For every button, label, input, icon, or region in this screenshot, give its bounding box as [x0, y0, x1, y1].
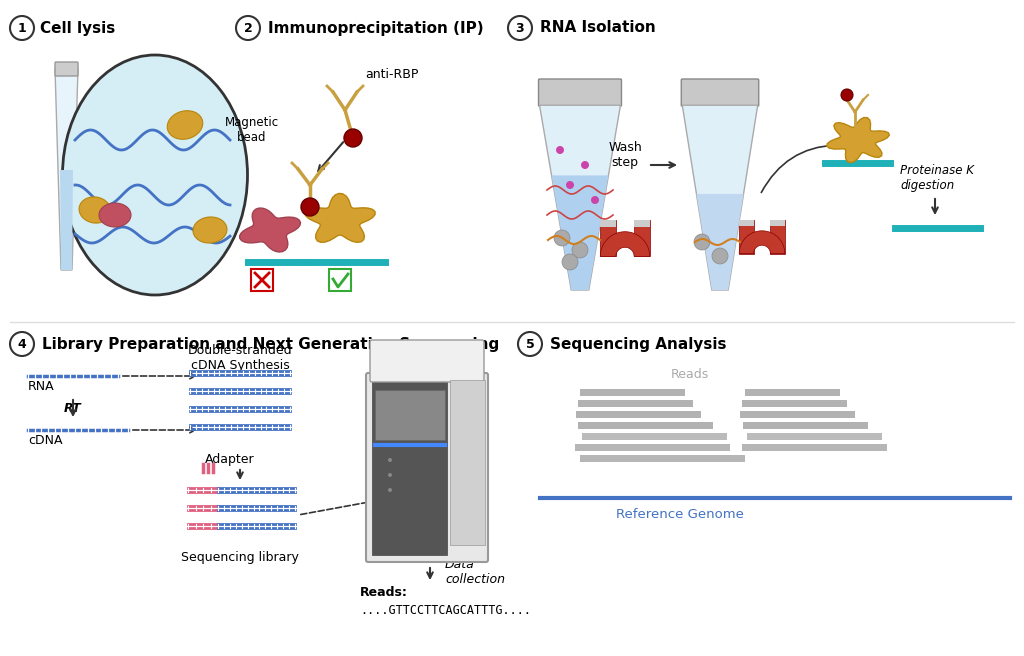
Ellipse shape [167, 111, 203, 139]
Polygon shape [600, 232, 649, 256]
Polygon shape [696, 194, 743, 290]
Text: Library Preparation and Next Generation Sequencing: Library Preparation and Next Generation … [42, 337, 500, 352]
Circle shape [554, 230, 570, 246]
Bar [770, 220, 784, 254]
FancyBboxPatch shape [681, 79, 759, 106]
Circle shape [301, 198, 319, 216]
Text: RNA: RNA [28, 380, 54, 394]
Bar [739, 220, 754, 226]
Circle shape [388, 473, 392, 477]
Bar [372, 380, 447, 555]
Bar [770, 220, 784, 226]
Text: Reference Genome: Reference Genome [616, 508, 744, 520]
Ellipse shape [62, 55, 248, 295]
Bar [580, 455, 745, 462]
Text: Data
collection: Data collection [445, 558, 505, 586]
Circle shape [591, 196, 599, 204]
Bar [634, 220, 649, 256]
Text: RNA Isolation: RNA Isolation [540, 20, 655, 35]
FancyBboxPatch shape [539, 79, 622, 106]
Text: 3: 3 [516, 22, 524, 35]
Ellipse shape [79, 197, 111, 223]
Text: 2: 2 [244, 22, 252, 35]
Circle shape [344, 129, 362, 147]
Polygon shape [826, 117, 890, 163]
Circle shape [388, 488, 392, 492]
Circle shape [562, 254, 578, 270]
Text: 1: 1 [17, 22, 27, 35]
Bar [575, 411, 701, 418]
Bar [742, 444, 887, 451]
Bar [600, 220, 615, 256]
Polygon shape [682, 105, 758, 290]
Bar [739, 220, 754, 254]
Circle shape [841, 89, 853, 101]
Bar [582, 433, 727, 440]
Text: Reads:: Reads: [360, 586, 408, 600]
Bar [450, 380, 485, 545]
Bar [329, 269, 351, 291]
Bar [743, 422, 868, 429]
Circle shape [581, 161, 589, 169]
Text: NGS Sequencing: NGS Sequencing [378, 352, 482, 365]
Text: 4: 4 [17, 337, 27, 350]
FancyBboxPatch shape [366, 373, 488, 562]
Text: Reads: Reads [671, 369, 710, 382]
Bar [580, 389, 685, 396]
Text: Proteinase K
digestion: Proteinase K digestion [900, 164, 974, 192]
Polygon shape [540, 105, 621, 290]
Bar [740, 411, 855, 418]
Text: RT: RT [65, 401, 82, 415]
Text: Sequencing library: Sequencing library [181, 552, 299, 565]
Text: cDNA: cDNA [28, 434, 62, 447]
Polygon shape [240, 208, 300, 252]
Text: anti-RBP: anti-RBP [365, 68, 419, 81]
Bar [578, 422, 713, 429]
Polygon shape [55, 68, 78, 270]
Text: Wash
step: Wash step [608, 141, 642, 169]
Bar [634, 220, 649, 226]
Circle shape [694, 234, 710, 250]
Text: Cell lysis: Cell lysis [40, 20, 116, 35]
Bar [375, 390, 445, 440]
Text: Immunoprecipitation (IP): Immunoprecipitation (IP) [268, 20, 483, 35]
Polygon shape [60, 170, 73, 270]
Bar [251, 269, 273, 291]
Circle shape [388, 458, 392, 462]
Circle shape [572, 242, 588, 258]
Circle shape [556, 146, 564, 154]
Polygon shape [552, 175, 608, 290]
Bar [600, 220, 615, 226]
Ellipse shape [194, 217, 227, 243]
Circle shape [712, 248, 728, 264]
Text: Magnetic
bead: Magnetic bead [225, 116, 280, 144]
Circle shape [566, 181, 574, 189]
FancyBboxPatch shape [55, 62, 78, 76]
Text: ....GTTCCTTCAGCATTTG....: ....GTTCCTTCAGCATTTG.... [360, 604, 531, 617]
Polygon shape [304, 194, 375, 242]
Bar [742, 400, 847, 407]
Ellipse shape [99, 203, 131, 227]
Bar [745, 389, 840, 396]
Text: Sequencing Analysis: Sequencing Analysis [550, 337, 726, 352]
Bar [578, 400, 693, 407]
Text: Adapter: Adapter [205, 453, 255, 466]
FancyBboxPatch shape [370, 340, 484, 382]
Bar [746, 433, 882, 440]
Text: Double-stranded
cDNA Synthesis: Double-stranded cDNA Synthesis [187, 344, 292, 372]
Polygon shape [739, 231, 784, 254]
Text: 5: 5 [525, 337, 535, 350]
Bar [575, 444, 730, 451]
